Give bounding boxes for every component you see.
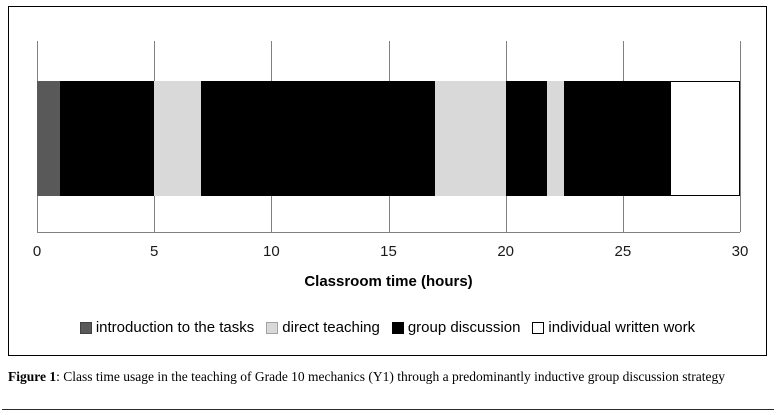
x-tick-label: 0 bbox=[32, 243, 42, 260]
x-axis-tick-labels: 0 5 10 15 20 25 30 bbox=[33, 243, 749, 263]
legend-label: individual written work bbox=[548, 319, 696, 336]
x-tick-label: 30 bbox=[731, 243, 749, 260]
bar-segment bbox=[546, 81, 565, 196]
legend-item: introduction to the tasks bbox=[79, 319, 255, 336]
legend-swatch bbox=[79, 321, 92, 334]
x-tick-label: 5 bbox=[149, 243, 159, 260]
chart-container: 0 5 10 15 20 25 30 Classroom time (hours) intr… bbox=[8, 6, 767, 356]
legend-label: direct teaching bbox=[282, 319, 380, 336]
legend-item: individual written work bbox=[532, 319, 695, 336]
x-tick-label: 20 bbox=[497, 243, 514, 260]
figure-caption-text: : Class time usage in the teaching of Gr… bbox=[56, 369, 725, 384]
bar-segment bbox=[505, 81, 547, 196]
legend-item: direct teaching bbox=[266, 319, 380, 336]
bottom-divider bbox=[2, 409, 774, 410]
bar-segment bbox=[60, 81, 155, 196]
bar-segment bbox=[154, 81, 202, 196]
gridline bbox=[740, 41, 741, 232]
legend-label: group discussion bbox=[407, 319, 521, 336]
x-tick-label: 25 bbox=[614, 243, 632, 260]
x-tick-label: 10 bbox=[262, 243, 280, 260]
bar-segment bbox=[669, 81, 740, 196]
legend-swatch bbox=[391, 321, 404, 334]
legend-swatch bbox=[266, 321, 279, 334]
figure-caption-label: Figure 1 bbox=[8, 369, 57, 384]
stacked-bar bbox=[37, 81, 740, 196]
legend: introduction to the tasks direct teaching… bbox=[9, 319, 766, 336]
legend-label: introduction to the tasks bbox=[95, 319, 255, 336]
bar-segment bbox=[435, 81, 506, 196]
legend-item: group discussion bbox=[391, 319, 521, 336]
x-axis-title: Classroom time (hours) bbox=[304, 273, 473, 290]
bar-segment bbox=[201, 81, 436, 196]
figure-caption: Figure 1: Class time usage in the teachi… bbox=[8, 368, 764, 386]
x-tick-label: 15 bbox=[380, 243, 397, 260]
bar-segment bbox=[564, 81, 670, 196]
bar-segment bbox=[37, 81, 61, 196]
plot-area bbox=[37, 41, 741, 233]
legend-swatch bbox=[532, 321, 545, 334]
